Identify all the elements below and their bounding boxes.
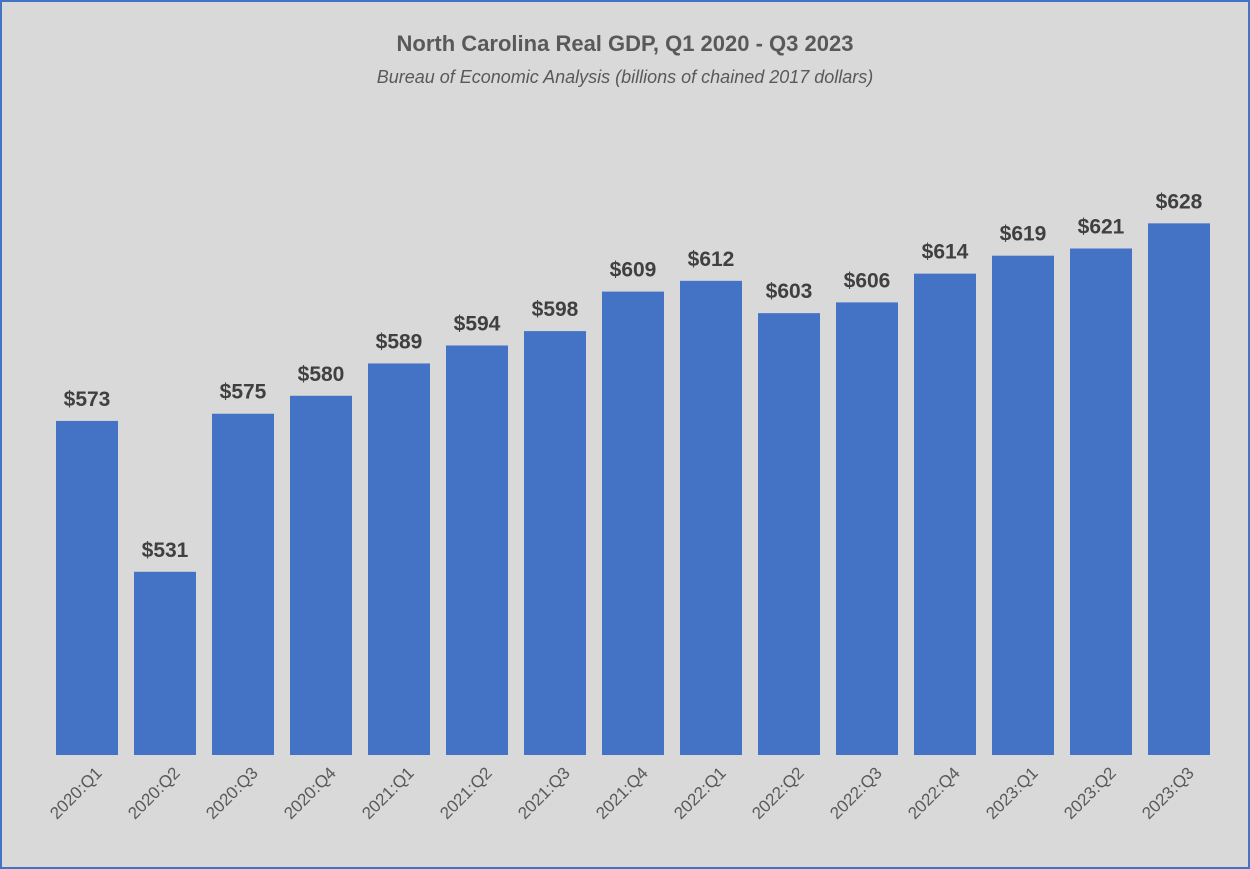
bar-2022-q2 [758, 313, 820, 755]
value-label: $594 [454, 312, 501, 335]
x-tick-label: 2022:Q4 [904, 763, 964, 823]
x-tick-label: 2022:Q3 [826, 763, 886, 823]
value-label: $589 [376, 330, 423, 353]
x-tick-label: 2020:Q3 [202, 763, 262, 823]
bar-2020-q4 [290, 395, 352, 755]
x-tick-label: 2023:Q3 [1138, 763, 1198, 823]
x-tick-label: 2020:Q1 [46, 763, 106, 823]
x-tick-label: 2021:Q1 [358, 763, 418, 823]
x-tick-label: 2020:Q2 [124, 763, 184, 823]
bar-2021-q1 [368, 363, 430, 755]
value-label: $575 [220, 381, 267, 404]
x-axis-ticks-layer: 2020:Q1 2020:Q2 2020:Q3 2020:Q4 2021:Q1 2021:… [46, 763, 1198, 823]
value-label: $612 [688, 248, 735, 271]
bar-2023-q1 [992, 255, 1054, 755]
bar-2021-q3 [524, 331, 586, 755]
bar-2021-q4 [602, 291, 664, 755]
bar-2020-q3 [212, 413, 274, 755]
value-label: $598 [532, 298, 579, 321]
value-label: $619 [1000, 223, 1047, 246]
chart-title: North Carolina Real GDP, Q1 2020 - Q3 20… [397, 31, 854, 56]
x-tick-label: 2023:Q2 [1060, 763, 1120, 823]
value-label: $621 [1078, 216, 1125, 239]
bar-2023-q3 [1148, 223, 1210, 755]
x-tick-label: 2021:Q2 [436, 763, 496, 823]
bars-layer [56, 223, 1210, 755]
value-label: $603 [766, 280, 813, 303]
value-label: $628 [1156, 190, 1203, 213]
x-tick-label: 2022:Q2 [748, 763, 808, 823]
bar-2022-q4 [914, 273, 976, 755]
x-tick-label: 2023:Q1 [982, 763, 1042, 823]
value-label: $531 [142, 539, 189, 562]
bar-2022-q3 [836, 302, 898, 755]
x-tick-label: 2021:Q3 [514, 763, 574, 823]
bar-2020-q1 [56, 420, 118, 755]
value-label: $614 [922, 241, 969, 264]
x-tick-label: 2021:Q4 [592, 763, 652, 823]
value-labels-layer: $573 $531 $575 $580 $589 $594 $598 $609 $612 $603… [64, 190, 1203, 561]
bar-2020-q2 [134, 571, 196, 755]
chart-subtitle: Bureau of Economic Analysis (billions of… [377, 67, 874, 87]
value-label: $609 [610, 259, 657, 282]
value-label: $573 [64, 388, 111, 411]
value-label: $580 [298, 363, 345, 386]
bar-2021-q2 [446, 345, 508, 755]
bar-2023-q2 [1070, 248, 1132, 755]
x-tick-label: 2020:Q4 [280, 763, 340, 823]
bar-2022-q1 [680, 280, 742, 755]
value-label: $606 [844, 269, 891, 292]
x-tick-label: 2022:Q1 [670, 763, 730, 823]
